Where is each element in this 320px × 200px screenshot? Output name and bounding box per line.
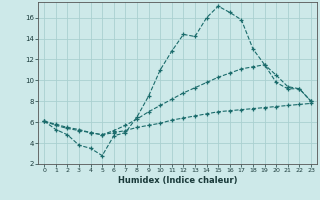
X-axis label: Humidex (Indice chaleur): Humidex (Indice chaleur): [118, 176, 237, 185]
